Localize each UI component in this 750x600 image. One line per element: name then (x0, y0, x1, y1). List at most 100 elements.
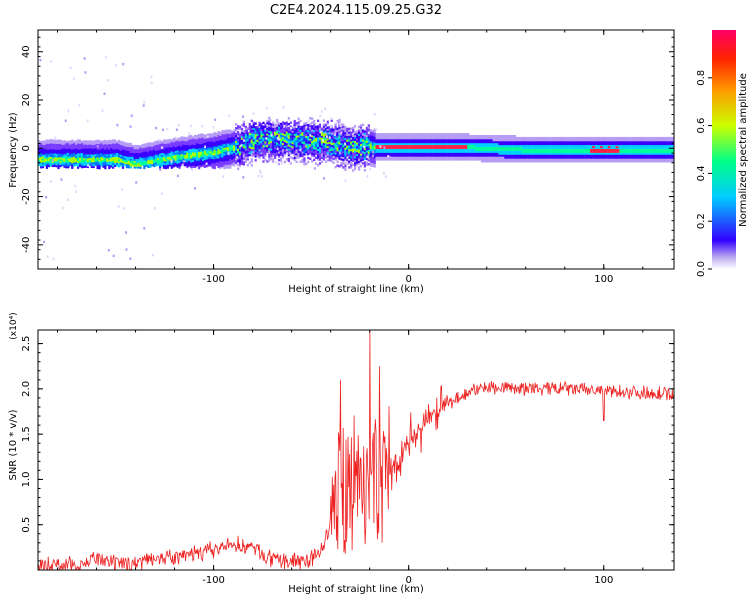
spectrogram-cell (590, 146, 593, 149)
spectrogram-cell (141, 151, 144, 155)
spectrogram-cell (248, 128, 251, 132)
spectrogram-cell (410, 152, 413, 155)
spectrogram-cell (558, 160, 562, 163)
spectrogram-cell (338, 145, 341, 149)
spectrogram-cell (514, 156, 517, 159)
spectrogram-cell (98, 163, 101, 166)
spectrogram-cell (102, 144, 105, 147)
spectrogram-cell (566, 160, 569, 163)
spectrogram-cell (514, 160, 517, 163)
spectrogram-cell (348, 127, 351, 130)
spectrogram-cell (287, 130, 290, 134)
spectrogram-cell (570, 146, 573, 149)
spectrogram-cell (186, 156, 189, 159)
spectrogram-cell (160, 160, 164, 163)
spectrogram-cell (326, 159, 329, 162)
spectrogram-cell (248, 153, 251, 157)
spectrogram-cell (75, 146, 78, 149)
spectrogram-cell (65, 162, 68, 165)
spectrogram-cell (231, 155, 234, 159)
spectrogram-cell (186, 165, 189, 169)
spectrogram-cell (385, 140, 388, 144)
spectrogram-cell (301, 125, 304, 129)
spectrogram-cell (455, 146, 458, 149)
spectrogram-cell (192, 155, 195, 159)
spectrogram-cell (443, 158, 446, 161)
spectrogram-cell (555, 146, 558, 149)
spectrogram-cell (512, 156, 515, 159)
spectrogram-cell (601, 152, 604, 155)
spectrogram-cell (272, 131, 275, 134)
spectrogram-cell (484, 160, 487, 163)
spectrogram-cell (424, 136, 427, 140)
spectrogram-cell (237, 163, 240, 167)
spectrogram-cell (279, 126, 283, 130)
spectrogram-cell (668, 158, 671, 161)
spectrogram-cell (40, 160, 43, 163)
spectrogram-cell (488, 156, 491, 159)
spectrogram-cell (215, 150, 218, 153)
spectrogram-cell (449, 158, 452, 161)
spectrogram-cell (309, 124, 312, 128)
spectrogram-cell (490, 156, 493, 159)
spectrogram-cell (395, 136, 398, 140)
spectrogram-cell (170, 149, 173, 152)
spectrogram-cell (644, 140, 647, 144)
spectrogram-cell (398, 136, 402, 140)
spectrogram-cell (459, 154, 462, 157)
spectrogram-cell (432, 142, 435, 146)
spectrogram-cell (301, 149, 304, 152)
spectrogram-cell (295, 152, 298, 156)
spectrogram-cell (652, 160, 655, 163)
spectrogram-cell (317, 119, 320, 122)
spectrogram-cell (619, 140, 622, 144)
spectrogram-cell (578, 148, 581, 151)
spectrogram-cell (211, 139, 214, 142)
spectrogram-cell (65, 150, 68, 153)
spectrogram-cell (342, 154, 345, 157)
spectrogram-cell (644, 150, 647, 153)
spectrogram-cell (566, 156, 569, 159)
spectrogram-cell (127, 164, 130, 167)
spectrogram-cell (291, 130, 294, 133)
spectrogram-cell (553, 154, 556, 157)
spectrogram-cell (344, 127, 347, 131)
spectrogram-cell (250, 144, 253, 148)
spectrogram-cell (270, 127, 273, 130)
spectrogram-cell (414, 136, 417, 140)
spectrogram-cell (135, 158, 138, 161)
spectrogram-cell (582, 146, 585, 149)
spectrogram-cell (258, 154, 261, 157)
spectrogram-cell (322, 142, 325, 146)
spectrogram-cell (237, 144, 240, 147)
spectrogram-cell (55, 153, 58, 156)
spectrogram-cell (221, 159, 224, 162)
spectrogram-cell (348, 148, 351, 152)
spectrogram-cell (155, 162, 158, 165)
spectrogram-cell (235, 142, 238, 145)
spectrogram-cell (129, 166, 132, 169)
spectrogram-cell (363, 169, 366, 172)
spectrogram-cell (473, 152, 476, 155)
spectrogram-cell (155, 156, 158, 159)
spectrogram-cell (486, 146, 489, 149)
spectrogram-cell (340, 162, 343, 165)
spectrogram-cell (646, 144, 649, 148)
spectrogram-cell (410, 158, 413, 161)
spectrogram-cell (260, 128, 263, 132)
spectrogram-cell (303, 163, 306, 166)
spectrogram-cell (391, 133, 394, 136)
spectrogram-cell (235, 146, 238, 149)
spectrogram-cell (373, 130, 376, 133)
spectrogram-cell (231, 148, 234, 151)
spectrogram-cell (558, 148, 562, 151)
spectrogram-cell (207, 145, 210, 148)
spectrogram-cell (574, 136, 577, 140)
spectrogram-cell (484, 152, 487, 155)
spectrogram-cell (57, 155, 60, 158)
spectrogram-cell (623, 152, 626, 155)
spectrogram-cell (350, 141, 353, 144)
spectrogram-cell (65, 148, 68, 151)
spectrogram-cell (523, 150, 526, 153)
spectrogram-cell (426, 146, 429, 149)
